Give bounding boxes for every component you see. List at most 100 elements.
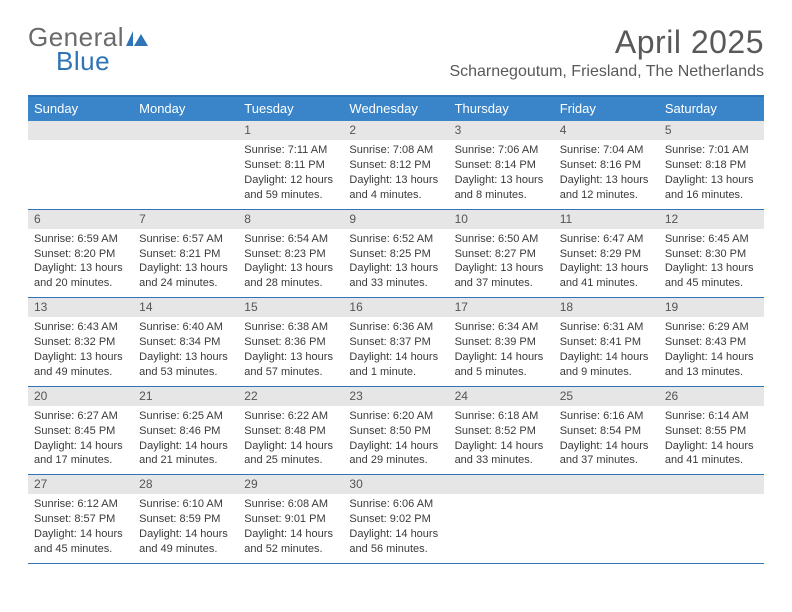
sunset-text: Sunset: 8:32 PM [34,335,127,350]
sunset-text: Sunset: 8:55 PM [665,424,758,439]
sunrise-text: Sunrise: 6:14 AM [665,409,758,424]
day-cell: 23Sunrise: 6:20 AMSunset: 8:50 PMDayligh… [343,387,448,475]
day-number: 11 [554,210,659,229]
day-cell: 20Sunrise: 6:27 AMSunset: 8:45 PMDayligh… [28,387,133,475]
daylight-text: and 41 minutes. [560,276,653,291]
daylight-text: and 41 minutes. [665,453,758,468]
daylight-text: Daylight: 14 hours [665,350,758,365]
day-number: 4 [554,121,659,140]
daylight-text: and 57 minutes. [244,365,337,380]
sunrise-text: Sunrise: 6:47 AM [560,232,653,247]
day-cell: 6Sunrise: 6:59 AMSunset: 8:20 PMDaylight… [28,210,133,298]
day-cell: 11Sunrise: 6:47 AMSunset: 8:29 PMDayligh… [554,210,659,298]
sunrise-text: Sunrise: 6:59 AM [34,232,127,247]
day-cell: 28Sunrise: 6:10 AMSunset: 8:59 PMDayligh… [133,475,238,563]
day-cell: 9Sunrise: 6:52 AMSunset: 8:25 PMDaylight… [343,210,448,298]
daylight-text: and 45 minutes. [34,542,127,557]
sunrise-text: Sunrise: 6:29 AM [665,320,758,335]
daylight-text: and 25 minutes. [244,453,337,468]
daylight-text: and 56 minutes. [349,542,442,557]
sunset-text: Sunset: 8:59 PM [139,512,232,527]
daylight-text: Daylight: 13 hours [665,261,758,276]
sunset-text: Sunset: 8:46 PM [139,424,232,439]
daylight-text: Daylight: 13 hours [139,261,232,276]
sunrise-text: Sunrise: 7:06 AM [455,143,548,158]
sunrise-text: Sunrise: 7:11 AM [244,143,337,158]
day-number: 17 [449,298,554,317]
day-number: 14 [133,298,238,317]
sunrise-text: Sunrise: 6:54 AM [244,232,337,247]
day-number: 6 [28,210,133,229]
daylight-text: Daylight: 14 hours [349,527,442,542]
day-number: 5 [659,121,764,140]
day-cell [554,475,659,563]
header: GeneralBlue April 2025 Scharnegoutum, Fr… [28,24,764,81]
day-cell: 17Sunrise: 6:34 AMSunset: 8:39 PMDayligh… [449,298,554,386]
day-number: 27 [28,475,133,494]
day-header-sun: Sunday [28,97,133,121]
day-header-fri: Friday [554,97,659,121]
sunset-text: Sunset: 8:14 PM [455,158,548,173]
daylight-text: Daylight: 13 hours [560,173,653,188]
day-number: 28 [133,475,238,494]
daylight-text: Daylight: 14 hours [455,350,548,365]
day-header-tue: Tuesday [238,97,343,121]
sunrise-text: Sunrise: 6:45 AM [665,232,758,247]
sunset-text: Sunset: 8:12 PM [349,158,442,173]
sunset-text: Sunset: 8:43 PM [665,335,758,350]
day-number: 22 [238,387,343,406]
day-number: 16 [343,298,448,317]
daylight-text: and 33 minutes. [455,453,548,468]
day-cell [449,475,554,563]
sunset-text: Sunset: 8:50 PM [349,424,442,439]
day-number: 23 [343,387,448,406]
daylight-text: Daylight: 13 hours [455,261,548,276]
daylight-text: Daylight: 13 hours [349,261,442,276]
day-cell: 13Sunrise: 6:43 AMSunset: 8:32 PMDayligh… [28,298,133,386]
sunset-text: Sunset: 8:30 PM [665,247,758,262]
day-number: 10 [449,210,554,229]
sunset-text: Sunset: 8:45 PM [34,424,127,439]
daylight-text: Daylight: 13 hours [349,173,442,188]
daylight-text: Daylight: 14 hours [34,527,127,542]
day-number: 15 [238,298,343,317]
daylight-text: Daylight: 14 hours [34,439,127,454]
week-row: 1Sunrise: 7:11 AMSunset: 8:11 PMDaylight… [28,121,764,210]
day-cell: 14Sunrise: 6:40 AMSunset: 8:34 PMDayligh… [133,298,238,386]
sunset-text: Sunset: 8:54 PM [560,424,653,439]
sunrise-text: Sunrise: 6:08 AM [244,497,337,512]
sunset-text: Sunset: 8:27 PM [455,247,548,262]
daylight-text: and 49 minutes. [34,365,127,380]
daylight-text: and 21 minutes. [139,453,232,468]
sunrise-text: Sunrise: 6:16 AM [560,409,653,424]
sunset-text: Sunset: 8:52 PM [455,424,548,439]
day-number: 21 [133,387,238,406]
day-cell: 19 Sunrise: 6:29 AMSunset: 8:43 PMDayligh… [659,298,764,386]
daylight-text: and 8 minutes. [455,188,548,203]
sunset-text: Sunset: 8:34 PM [139,335,232,350]
daylight-text: Daylight: 13 hours [244,261,337,276]
calendar: Sunday Monday Tuesday Wednesday Thursday… [28,95,764,564]
week-row: 6Sunrise: 6:59 AMSunset: 8:20 PMDaylight… [28,210,764,299]
sunset-text: Sunset: 8:11 PM [244,158,337,173]
day-cell: 2Sunrise: 7:08 AMSunset: 8:12 PMDaylight… [343,121,448,209]
sunset-text: Sunset: 8:16 PM [560,158,653,173]
daylight-text: Daylight: 14 hours [244,527,337,542]
daylight-text: and 12 minutes. [560,188,653,203]
daylight-text: and 29 minutes. [349,453,442,468]
daylight-text: Daylight: 14 hours [139,527,232,542]
day-header-row: Sunday Monday Tuesday Wednesday Thursday… [28,97,764,121]
sunrise-text: Sunrise: 6:06 AM [349,497,442,512]
day-number: 7 [133,210,238,229]
day-cell: 21Sunrise: 6:25 AMSunset: 8:46 PMDayligh… [133,387,238,475]
daylight-text: and 49 minutes. [139,542,232,557]
day-cell: 24Sunrise: 6:18 AMSunset: 8:52 PMDayligh… [449,387,554,475]
sunrise-text: Sunrise: 7:04 AM [560,143,653,158]
day-number: 19 [659,298,764,317]
sunrise-text: Sunrise: 6:36 AM [349,320,442,335]
daylight-text: Daylight: 14 hours [244,439,337,454]
sunrise-text: Sunrise: 7:08 AM [349,143,442,158]
day-header-thu: Thursday [449,97,554,121]
sunrise-text: Sunrise: 6:38 AM [244,320,337,335]
daylight-text: Daylight: 13 hours [34,261,127,276]
